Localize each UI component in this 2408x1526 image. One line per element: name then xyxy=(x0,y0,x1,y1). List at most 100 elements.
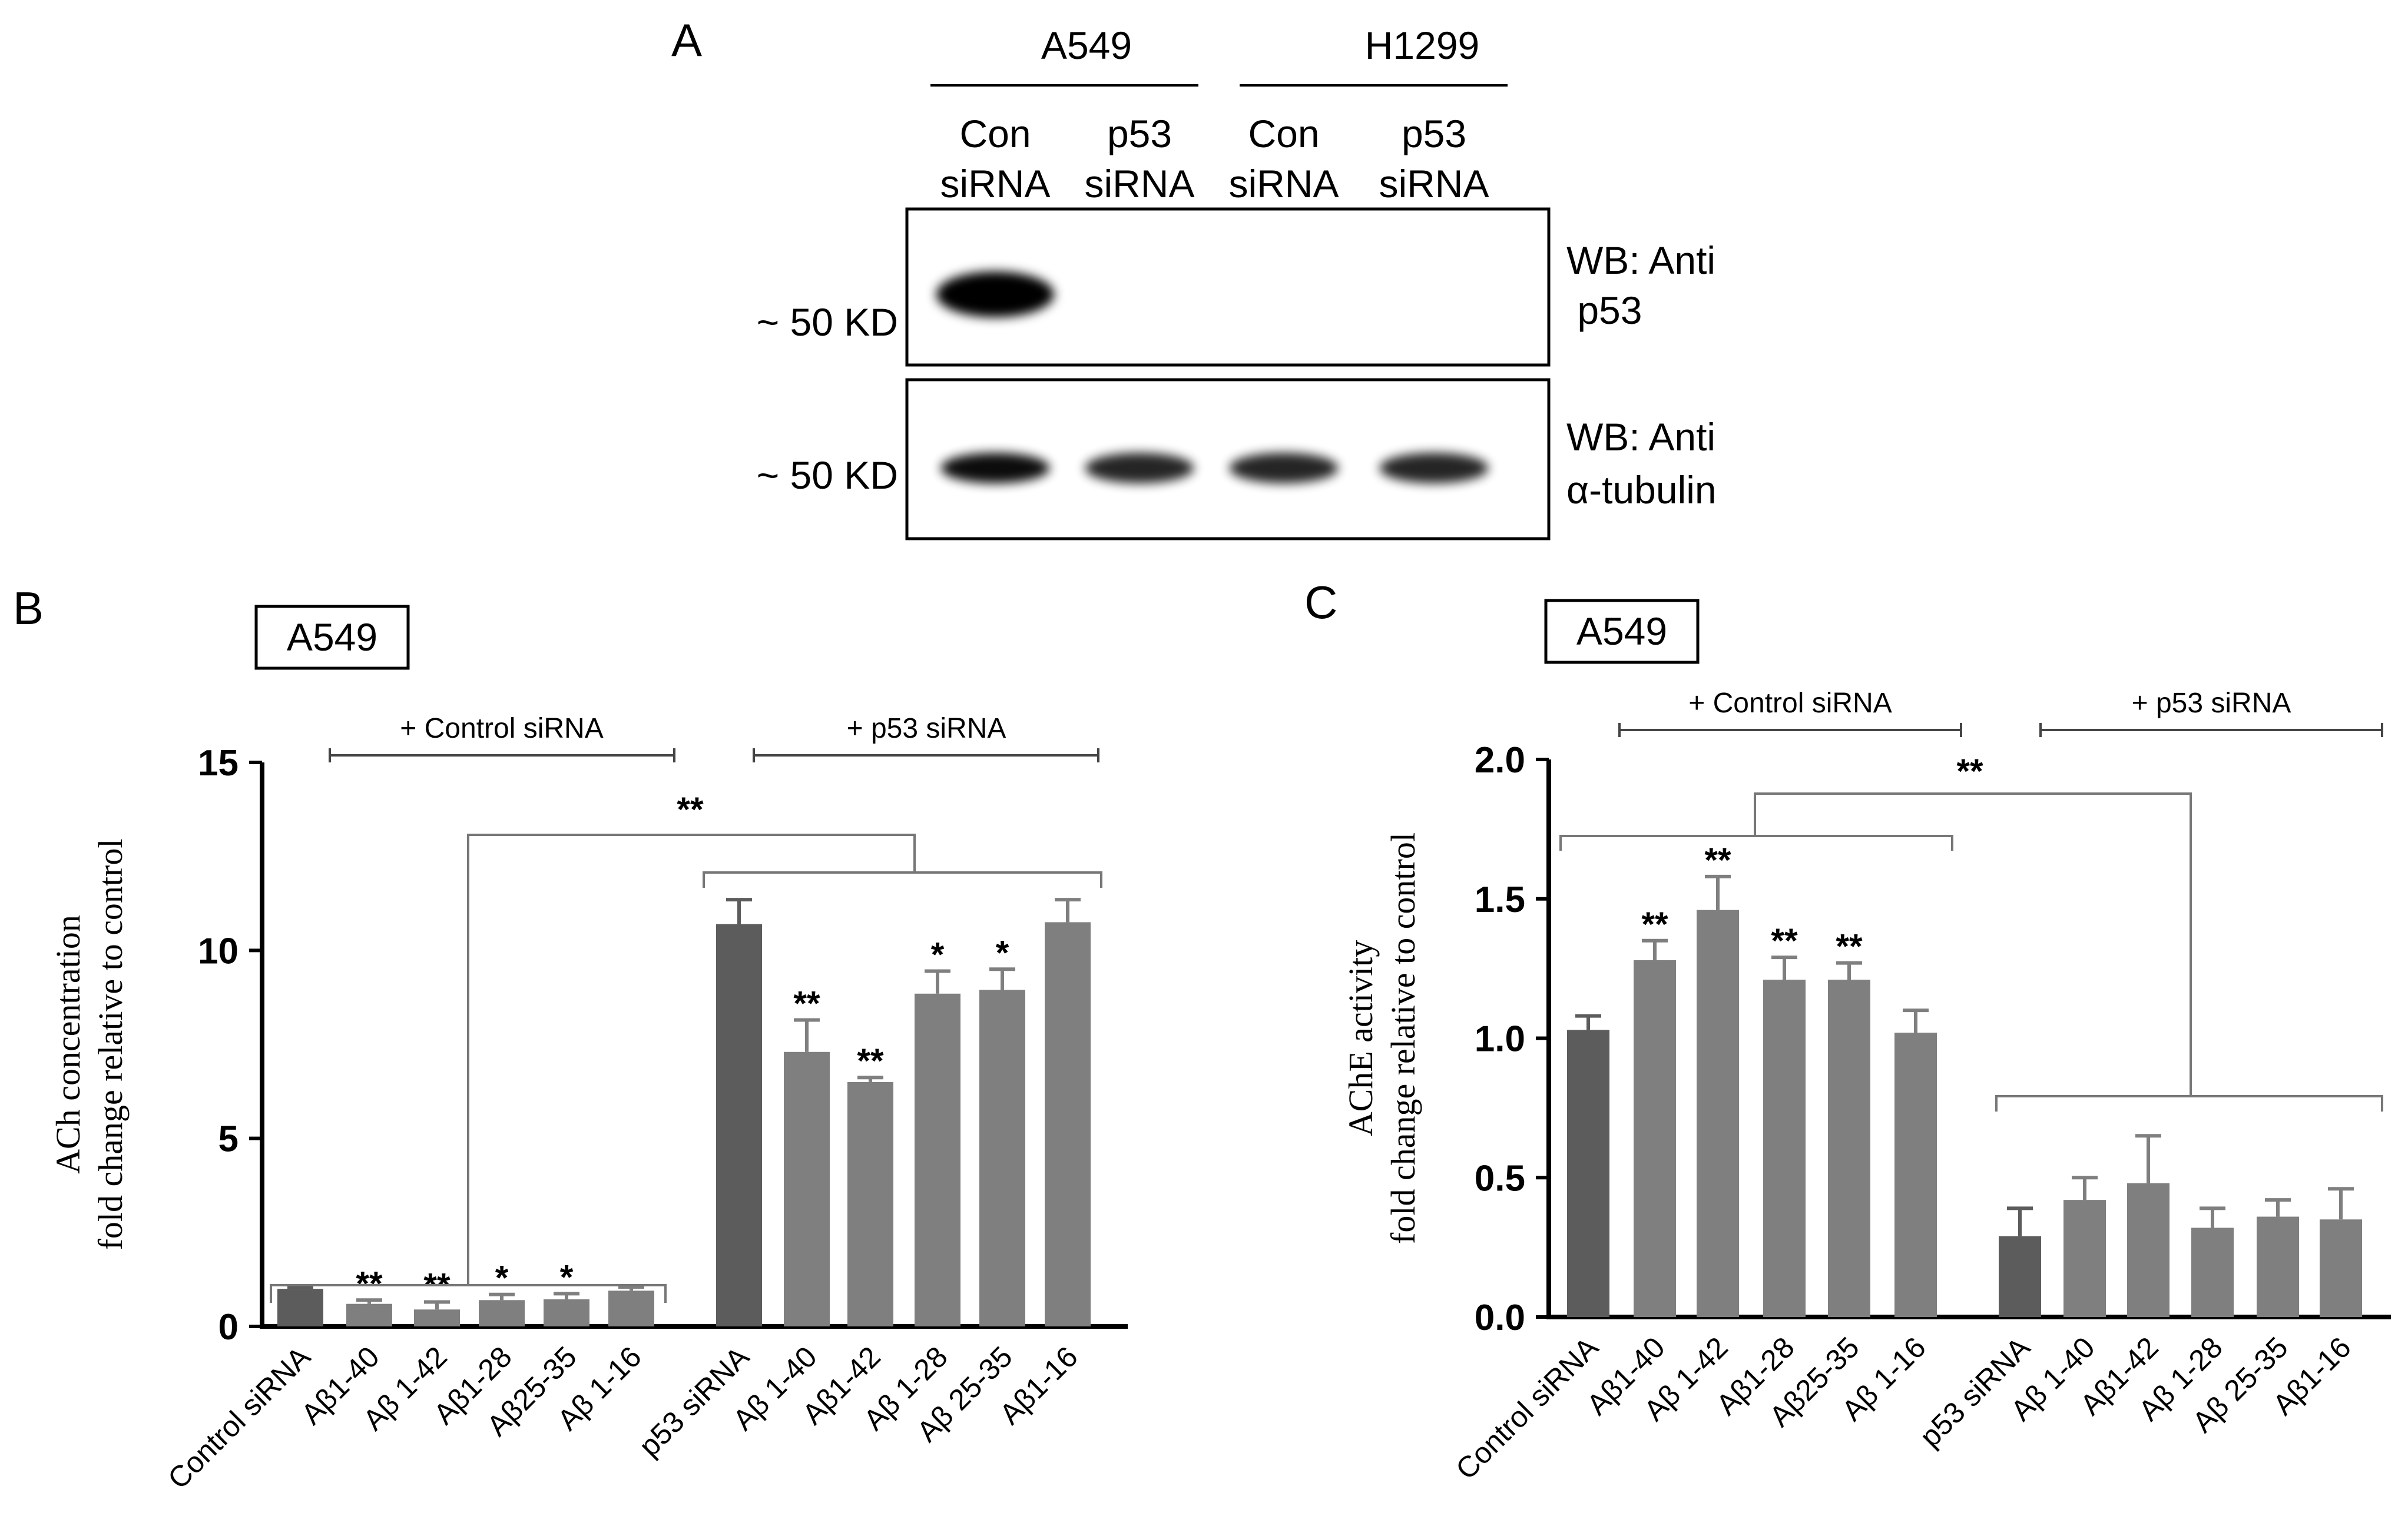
bar xyxy=(2127,1183,2169,1317)
lane-1-label-line2: siRNA xyxy=(940,162,1050,205)
bar xyxy=(479,1300,525,1326)
lane-2-label-line2: siRNA xyxy=(1084,162,1194,205)
comparison-bracket xyxy=(1754,792,2192,1096)
panel-b: B A549 0 5 10 15 ACh concentration fold chang… xyxy=(13,582,1128,1495)
significance-mark: * xyxy=(495,1259,509,1298)
group-label: + Control siRNA xyxy=(1688,688,1892,719)
y-axis-title-line2: fold change relative to control xyxy=(1384,832,1422,1244)
y-axis-title-line1: ACh concentration xyxy=(49,915,87,1174)
x-category-label: Control siRNA xyxy=(161,1340,317,1495)
bar xyxy=(1697,910,1739,1317)
blot-tubulin-marker: ~ 50 KD xyxy=(757,453,898,497)
lane-4-label-line2: siRNA xyxy=(1379,162,1489,205)
panel-a: A A549 H1299 Con siRNA p53 siRNA Con siR… xyxy=(671,14,1717,540)
x-category-label: p53 siRNA xyxy=(632,1340,756,1463)
y-axis-title: AChE activity fold change relative to con… xyxy=(1342,832,1422,1244)
bar xyxy=(1999,1236,2041,1317)
bar xyxy=(608,1291,654,1326)
bar xyxy=(414,1309,460,1326)
y-tick-label: 2.0 xyxy=(1475,740,1525,781)
bar xyxy=(716,924,762,1326)
bar xyxy=(1634,960,1676,1317)
bar xyxy=(2257,1216,2299,1317)
bar xyxy=(1828,980,1870,1317)
blot-band xyxy=(1085,453,1194,483)
blot-band xyxy=(1229,453,1339,483)
significance-mark: ** xyxy=(857,1042,884,1080)
lane-1-label-line1: Con xyxy=(959,112,1031,155)
significance-mark: * xyxy=(931,935,945,974)
bar xyxy=(979,990,1025,1326)
lane-2-label-line1: p53 xyxy=(1107,112,1172,155)
bar xyxy=(277,1289,323,1326)
bar xyxy=(1045,922,1091,1326)
cell-line-a549-label: A549 xyxy=(1041,24,1132,67)
significance-mark: ** xyxy=(1704,841,1731,880)
blot-tubulin-bands xyxy=(940,453,1489,483)
group-label: + p53 siRNA xyxy=(847,713,1006,744)
blot-p53-bands xyxy=(936,271,1054,317)
group-label: + p53 siRNA xyxy=(2132,688,2291,719)
lane-4-label-line1: p53 xyxy=(1402,112,1466,155)
chart-b: 0 5 10 15 ACh concentration fold change relat… xyxy=(49,713,1128,1495)
panel-b-cell-label: A549 xyxy=(287,615,377,659)
x-category-label: Control siRNA xyxy=(1449,1331,1605,1486)
comparison-significance: ** xyxy=(677,791,704,829)
panel-c-cell-label: A549 xyxy=(1576,609,1667,653)
lane-3-label-line2: siRNA xyxy=(1228,162,1339,205)
panel-a-letter: A xyxy=(671,14,702,66)
group-label: + Control siRNA xyxy=(400,713,603,744)
lane-3-label-line1: Con xyxy=(1248,112,1319,155)
bar xyxy=(1763,980,1806,1317)
bar xyxy=(2063,1200,2106,1317)
y-axis-title: ACh concentration fold change relative to… xyxy=(49,839,130,1250)
panel-c-cell-box xyxy=(1544,599,1700,664)
y-axis-title-line1: AChE activity xyxy=(1342,940,1380,1136)
significance-mark: ** xyxy=(356,1265,383,1303)
comparison-bracket xyxy=(703,871,1102,888)
y-tick-label: 0.5 xyxy=(1475,1158,1525,1199)
bar xyxy=(915,993,960,1326)
blot-tubulin-antibody-line1: WB: Anti xyxy=(1566,415,1715,459)
y-tick-label: 10 xyxy=(198,931,239,971)
comparison-bracket xyxy=(1995,1095,2383,1112)
significance-mark: ** xyxy=(1836,928,1863,966)
bar xyxy=(1894,1033,1937,1317)
significance-mark: * xyxy=(996,934,1009,972)
bar xyxy=(2191,1228,2234,1317)
bar xyxy=(784,1051,830,1326)
y-tick-label: 0.0 xyxy=(1475,1298,1525,1338)
panel-c: C A549 0.0 0.5 1.0 1.5 2.0 AChE activity fold … xyxy=(1304,576,2391,1486)
bar xyxy=(1567,1030,1609,1317)
y-tick-label: 5 xyxy=(218,1119,239,1160)
y-tick-label: 15 xyxy=(198,743,239,784)
blot-band xyxy=(936,271,1054,317)
blot-tubulin-antibody-line2: α-tubulin xyxy=(1566,468,1717,512)
y-tick-label: 1.0 xyxy=(1475,1019,1525,1060)
bar xyxy=(2320,1219,2362,1317)
significance-mark: ** xyxy=(1771,922,1798,960)
bar xyxy=(346,1303,392,1326)
comparison-bracket xyxy=(467,834,916,1285)
significance-mark: ** xyxy=(1641,905,1668,944)
panel-c-letter: C xyxy=(1304,576,1337,628)
blot-band xyxy=(940,453,1050,483)
blot-band xyxy=(1379,453,1489,483)
significance-mark: ** xyxy=(793,984,820,1023)
comparison-significance: ** xyxy=(1956,752,1983,791)
y-tick-label: 0 xyxy=(218,1307,239,1348)
blot-p53-marker: ~ 50 KD xyxy=(757,300,898,344)
comparison-bracket xyxy=(1559,835,1953,851)
blot-p53-antibody-line1: WB: Anti xyxy=(1566,238,1715,282)
cell-line-h1299-label: H1299 xyxy=(1365,24,1480,67)
blot-p53-antibody-line2: p53 xyxy=(1566,288,1642,332)
significance-mark: * xyxy=(560,1258,574,1296)
chart-c: 0.0 0.5 1.0 1.5 2.0 AChE activity fold change … xyxy=(1342,688,2391,1486)
bar xyxy=(544,1299,589,1326)
panel-b-cell-box xyxy=(254,605,410,670)
bar xyxy=(847,1082,893,1326)
y-axis-title-line2: fold change relative to control xyxy=(91,839,130,1250)
y-tick-label: 1.5 xyxy=(1475,880,1525,920)
comparison-bracket xyxy=(270,1284,667,1303)
